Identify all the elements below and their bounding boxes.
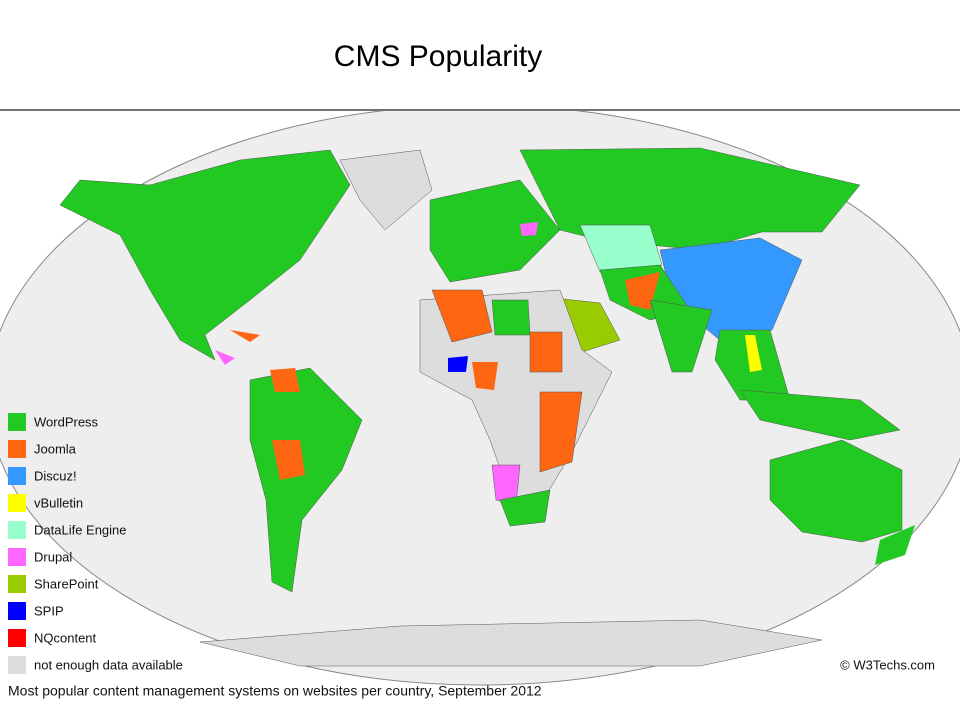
region (270, 368, 300, 392)
region (649, 299, 713, 373)
legend-swatch (8, 494, 26, 512)
legend-label: not enough data available (34, 657, 183, 672)
europe (429, 179, 561, 283)
region (448, 356, 468, 372)
greenland (339, 149, 433, 231)
legend-swatch (8, 656, 26, 674)
antarctica (199, 619, 823, 667)
north-america (59, 149, 351, 361)
legend-swatch (8, 413, 26, 431)
credit: © W3Techs.com (840, 657, 935, 672)
slide-title: CMS Popularity (334, 40, 542, 73)
legend-label: NQcontent (34, 630, 97, 645)
region (529, 331, 563, 373)
region (739, 389, 901, 441)
legend-swatch (8, 629, 26, 647)
region (431, 289, 493, 343)
legend-label: DataLife Engine (34, 522, 127, 537)
legend-label: WordPress (34, 414, 99, 429)
australia (769, 439, 903, 543)
legend-label: SPIP (34, 603, 64, 618)
region (491, 299, 531, 336)
legend-swatch (8, 575, 26, 593)
legend-label: Discuz! (34, 468, 77, 483)
region (272, 440, 305, 480)
region (215, 350, 235, 365)
legend: WordPress Joomla Discuz! vBulletin DataLife … (8, 413, 183, 674)
region (230, 330, 260, 342)
asia (519, 147, 861, 251)
region (579, 224, 663, 273)
legend-swatch (8, 548, 26, 566)
region (520, 222, 538, 236)
legend-swatch (8, 440, 26, 458)
legend-label: Drupal (34, 549, 72, 564)
legend-label: SharePoint (34, 576, 99, 591)
caption: Most popular content management systems … (8, 683, 542, 699)
legend-label: Joomla (34, 441, 77, 456)
legend-swatch (8, 521, 26, 539)
region (539, 391, 583, 473)
legend-swatch (8, 602, 26, 620)
legend-swatch (8, 467, 26, 485)
region (499, 489, 551, 527)
south-america (249, 367, 363, 593)
new-zealand (875, 525, 915, 565)
region (472, 362, 498, 390)
region (745, 335, 762, 372)
legend-label: vBulletin (34, 495, 83, 510)
map (0, 111, 960, 686)
